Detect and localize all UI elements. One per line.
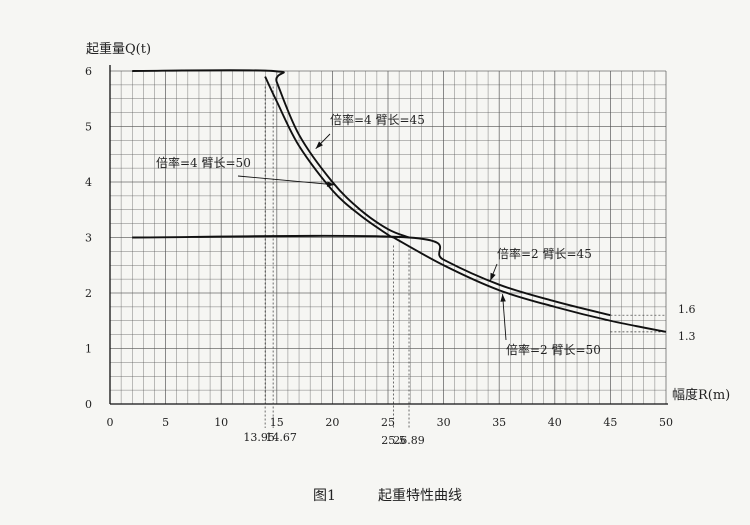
callout-arrowhead bbox=[315, 141, 323, 149]
callout-arrowhead bbox=[500, 294, 506, 302]
y-tick-label: 0 bbox=[85, 398, 92, 411]
x-tick-label: 35 bbox=[492, 416, 506, 429]
callout-leader bbox=[237, 175, 335, 186]
y-tick-label: 4 bbox=[85, 176, 92, 189]
series-line-2 bbox=[264, 76, 394, 239]
callout-leader bbox=[502, 294, 507, 341]
callout-label: 倍率=2 臂长=45 bbox=[497, 246, 592, 261]
callout-label: 倍率=2 臂长=50 bbox=[506, 342, 601, 357]
series-line-1 bbox=[132, 69, 410, 239]
x-tick-label: 50 bbox=[659, 416, 673, 429]
series-line-3 bbox=[132, 234, 611, 317]
x-tick-label: 0 bbox=[107, 416, 114, 429]
y-axis-title: 起重量Q(t) bbox=[86, 41, 151, 57]
end-value-label: 1.6 bbox=[678, 303, 696, 316]
callout-arrowhead bbox=[490, 272, 496, 281]
x-tick-label: 15 bbox=[270, 416, 284, 429]
x-axis-title: 幅度R(m) bbox=[672, 387, 730, 403]
reference-label: 14.67 bbox=[265, 431, 297, 444]
reference-label: 25.5 bbox=[381, 434, 406, 447]
x-tick-label: 25 bbox=[381, 416, 395, 429]
callout-arrowhead bbox=[326, 181, 335, 187]
axes bbox=[109, 65, 668, 405]
callouts: 倍率=4 臂长=45 倍率=4 臂长=50 倍率=2 臂长=45 倍率=2 臂长=50 bbox=[156, 112, 601, 357]
series-lines bbox=[132, 69, 667, 333]
x-tick-label: 10 bbox=[214, 416, 228, 429]
y-tick-label: 1 bbox=[85, 343, 92, 356]
grid bbox=[109, 70, 667, 405]
end-value-label: 1.3 bbox=[678, 330, 696, 343]
x-tick-label: 30 bbox=[437, 416, 451, 429]
reference-label: 13.95 bbox=[243, 431, 275, 444]
reference-label: 26.89 bbox=[393, 434, 425, 447]
x-tick-label: 5 bbox=[162, 416, 169, 429]
callout-label: 倍率=4 臂长=50 bbox=[156, 155, 251, 170]
x-tick-label: 45 bbox=[603, 416, 617, 429]
y-tick-label: 3 bbox=[85, 232, 92, 245]
y-tick-label: 6 bbox=[85, 65, 92, 78]
y-tick-label: 5 bbox=[85, 121, 92, 134]
callout-label: 倍率=4 臂长=45 bbox=[330, 112, 425, 127]
x-tick-label: 40 bbox=[548, 416, 562, 429]
figure-caption: 起重特性曲线 bbox=[378, 488, 462, 504]
series-line-4 bbox=[393, 236, 667, 333]
y-tick-label: 2 bbox=[85, 287, 92, 300]
x-tick-label: 20 bbox=[325, 416, 339, 429]
figure-number: 图1 bbox=[313, 488, 336, 504]
